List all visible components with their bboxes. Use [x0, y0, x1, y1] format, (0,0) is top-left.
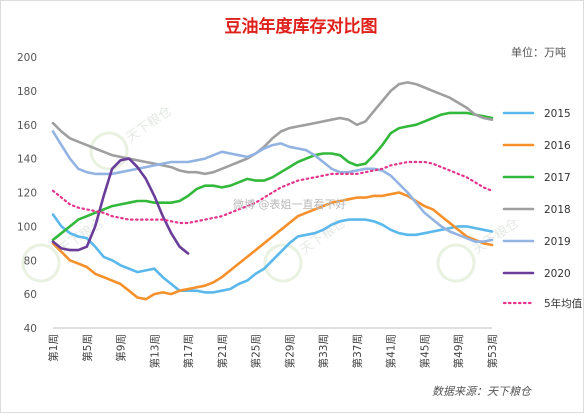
- watermark-group: 天下粮仓 天下粮仓 天下粮仓 天下粮仓: [21, 104, 522, 283]
- x-tick-label: 第13周: [148, 334, 161, 368]
- x-tick-label: 第9周: [115, 334, 128, 362]
- y-tick-label: 200: [17, 52, 37, 64]
- y-tick-label: 180: [17, 86, 37, 98]
- legend-label: 2015: [544, 108, 571, 120]
- watermark-credit: 微博 @表姐一直看不好: [233, 197, 347, 211]
- watermark-brand: 天下粮仓: [124, 104, 175, 146]
- legend: 2015 2016 2017 2018 2019 2020 5年均值: [502, 108, 583, 310]
- x-tick-label: 第29周: [283, 334, 296, 368]
- series-line-2015: [51, 213, 494, 294]
- watermark-logo-ring: [263, 243, 303, 283]
- y-tick-label: 120: [17, 188, 37, 200]
- watermark-logo-ring: [21, 243, 61, 283]
- x-tick-label: 第25周: [250, 334, 263, 368]
- series-line-2017: [51, 111, 494, 242]
- source-note: 数据来源：天下粮仓: [432, 385, 532, 398]
- x-axis: 第1周 第5周 第9周 第13周 第17周 第21周 第25周 第29周 第33周 第37周 第41…: [47, 327, 499, 368]
- watermark-logo-ring: [89, 131, 129, 171]
- series-line-2020: [51, 157, 190, 255]
- y-axis: 40 60 80 100 120 140 160 180 200: [17, 52, 37, 335]
- series-line-5年均值: [51, 160, 494, 225]
- x-tick-label: 第41周: [385, 334, 398, 368]
- x-tick-label: 第1周: [47, 334, 60, 362]
- legend-label: 2018: [544, 204, 571, 216]
- y-tick-label: 60: [24, 289, 37, 301]
- series-layer: [51, 81, 494, 301]
- y-tick-label: 160: [17, 120, 37, 132]
- x-tick-label: 第21周: [216, 334, 229, 368]
- legend-label: 5年均值: [544, 297, 583, 310]
- x-tick-label: 第49周: [452, 334, 465, 368]
- y-tick-label: 80: [24, 255, 37, 267]
- legend-label: 2020: [544, 268, 571, 280]
- legend-label: 2016: [544, 140, 571, 152]
- watermark-logo-ring: [436, 243, 476, 283]
- series-line-2019: [51, 130, 494, 243]
- x-tick-label: 第17周: [182, 334, 195, 368]
- x-tick-label: 第45周: [418, 334, 431, 368]
- x-tick-label: 第33周: [317, 334, 330, 368]
- x-tick-label: 第5周: [81, 334, 94, 362]
- series-line-2016: [51, 191, 494, 301]
- y-tick-label: 100: [17, 221, 37, 233]
- unit-label: 单位：万吨: [511, 45, 566, 59]
- y-tick-label: 40: [24, 323, 37, 335]
- legend-label: 2019: [544, 236, 571, 248]
- watermark-brand: 天下粮仓: [471, 216, 522, 258]
- x-tick-label: 第37周: [351, 334, 364, 368]
- x-tick-label: 第53周: [486, 334, 499, 368]
- y-tick-label: 140: [17, 154, 37, 166]
- legend-label: 2017: [544, 172, 571, 184]
- chart-title: 豆油年度库存对比图: [225, 16, 378, 37]
